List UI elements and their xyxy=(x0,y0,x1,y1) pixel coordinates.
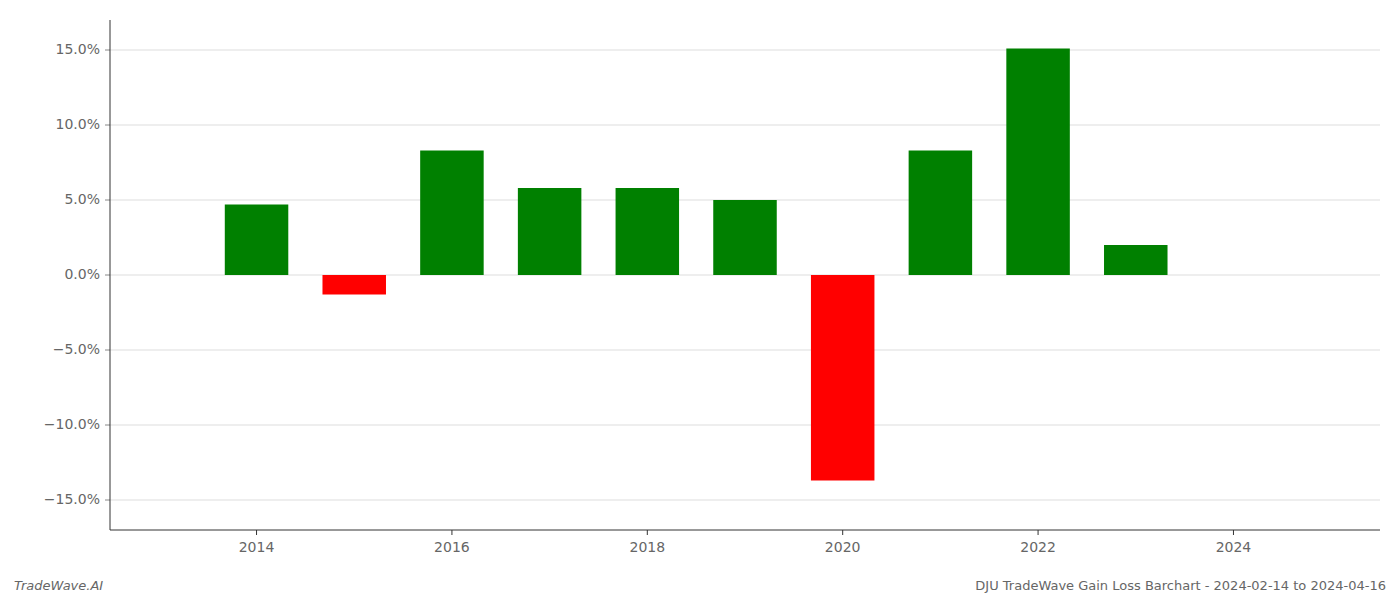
bar xyxy=(420,151,484,276)
y-tick xyxy=(105,425,110,426)
y-axis xyxy=(110,20,111,530)
y-tick-label: 0.0% xyxy=(64,266,100,282)
bar xyxy=(225,205,288,276)
grid-line xyxy=(110,500,1380,501)
x-tick xyxy=(1038,530,1039,535)
y-tick-label: 5.0% xyxy=(64,191,100,207)
y-tick xyxy=(105,350,110,351)
x-tick-label: 2020 xyxy=(825,539,861,555)
grid-line xyxy=(110,50,1380,51)
y-tick-label: −5.0% xyxy=(53,341,100,357)
bar xyxy=(811,275,875,481)
x-tick xyxy=(842,530,843,535)
bars xyxy=(225,49,1168,481)
bar xyxy=(1104,245,1168,275)
grid-line xyxy=(110,425,1380,426)
y-grid xyxy=(110,50,1380,500)
y-tick-label: 10.0% xyxy=(56,116,100,132)
grid-line xyxy=(110,125,1380,126)
title: DJU TradeWave Gain Loss Barchart - 2024-… xyxy=(975,578,1386,593)
bar xyxy=(1006,49,1070,276)
y-tick xyxy=(105,275,110,276)
x-tick-label: 2014 xyxy=(239,539,275,555)
bar xyxy=(713,200,777,275)
x-axis xyxy=(110,530,1380,531)
x-tick-label: 2018 xyxy=(629,539,665,555)
x-tick xyxy=(451,530,452,535)
x-tick-label: 2022 xyxy=(1020,539,1056,555)
y-tick xyxy=(105,125,110,126)
y-tick-label: −15.0% xyxy=(44,491,100,507)
y-tick xyxy=(105,500,110,501)
bar xyxy=(322,275,386,295)
bar xyxy=(909,151,973,276)
x-tick-label: 2024 xyxy=(1216,539,1252,555)
x-tick xyxy=(1233,530,1234,535)
x-tick xyxy=(647,530,648,535)
y-tick-label: −10.0% xyxy=(44,416,100,432)
bar xyxy=(616,188,680,275)
y-tick-label: 15.0% xyxy=(56,41,100,57)
y-tick xyxy=(105,200,110,201)
x-tick xyxy=(256,530,257,535)
grid-line xyxy=(110,350,1380,351)
watermark: TradeWave.AI xyxy=(14,578,103,593)
bar xyxy=(518,188,582,275)
chart: −15.0% −10.0% −5.0% 0.0% 5.0% 10.0% 15.0% 2014 2… xyxy=(0,0,1400,600)
x-tick-label: 2016 xyxy=(434,539,470,555)
y-tick xyxy=(105,50,110,51)
